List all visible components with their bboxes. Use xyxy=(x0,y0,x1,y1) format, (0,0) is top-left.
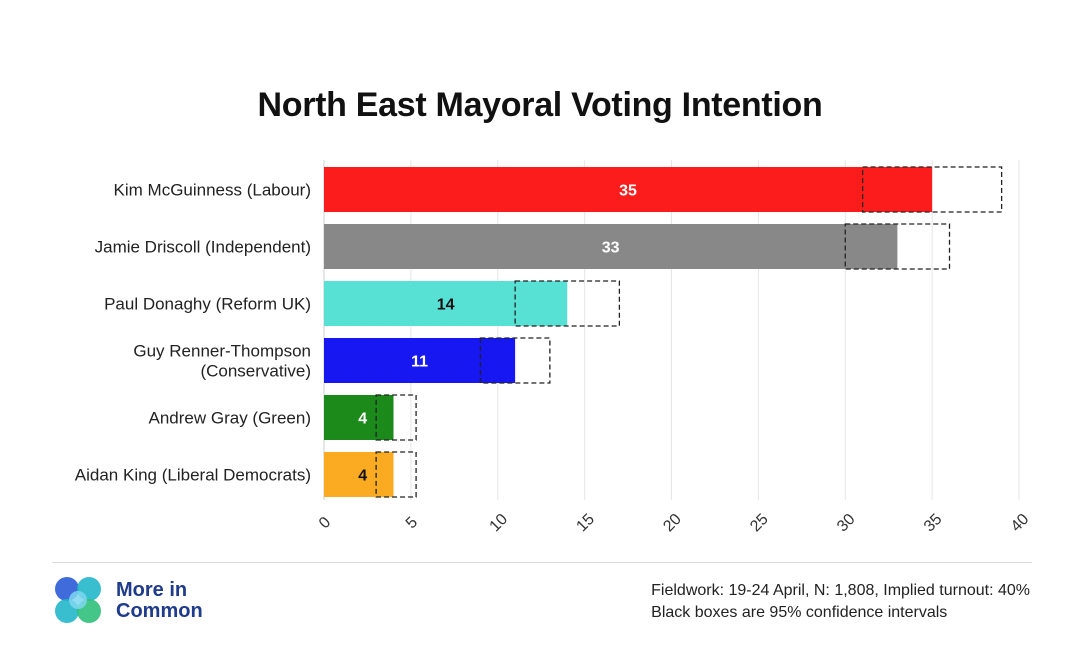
data-label: 33 xyxy=(602,240,620,257)
confidence-interval-box xyxy=(479,337,551,384)
data-label: 14 xyxy=(437,297,455,314)
data-label: 11 xyxy=(411,354,428,371)
logo-wordmark: More in Common xyxy=(116,580,203,622)
x-tick-label: 25 xyxy=(747,511,772,536)
bar xyxy=(324,395,394,440)
more-in-common-logo-icon xyxy=(55,577,101,623)
logo-text-line2: Common xyxy=(116,600,203,622)
x-tick-label: 10 xyxy=(487,511,512,536)
category-label: Andrew Gray (Green) xyxy=(149,409,312,428)
confidence-interval-box xyxy=(514,280,621,327)
category-label: Paul Donaghy (Reform UK) xyxy=(104,295,311,314)
x-tick-label: 30 xyxy=(834,511,859,536)
confidence-interval-box xyxy=(375,451,417,498)
data-label: 4 xyxy=(358,468,367,485)
x-tick-label: 5 xyxy=(403,514,421,532)
bar xyxy=(324,224,898,269)
chart-title: North East Mayoral Voting Intention xyxy=(257,86,823,124)
data-label: 35 xyxy=(619,183,637,200)
bar xyxy=(324,167,933,212)
bar-chart: 0 5 10 15 20 25 30 35 40 35 Kim McGuinness (Labour… xyxy=(75,160,1033,536)
x-tick-label: 15 xyxy=(573,511,598,536)
bar xyxy=(324,281,568,326)
category-label: Aidan King (Liberal Democrats) xyxy=(75,466,311,485)
category-label: Jamie Driscoll (Independent) xyxy=(95,238,311,257)
category-label: Kim McGuinness (Labour) xyxy=(114,181,311,200)
confidence-interval-box xyxy=(375,394,417,441)
category-label: Guy Renner-Thompson xyxy=(133,342,311,361)
data-label: 4 xyxy=(358,411,367,428)
x-tick-label: 40 xyxy=(1008,511,1033,536)
x-tick-label: 35 xyxy=(921,511,946,536)
confidence-interval-box xyxy=(861,166,1003,213)
x-tick-label: 0 xyxy=(316,514,334,532)
fieldwork-note: Fieldwork: 19-24 April, N: 1,808, Implie… xyxy=(651,582,1030,599)
bar xyxy=(324,452,394,497)
confidence-interval-box xyxy=(844,223,951,270)
category-label: (Conservative) xyxy=(200,362,311,381)
x-tick-label: 20 xyxy=(660,511,685,536)
footer-divider xyxy=(52,562,1032,563)
footnotes: Fieldwork: 19-24 April, N: 1,808, Implie… xyxy=(651,580,1030,624)
bar xyxy=(324,338,516,383)
logo-text-line1: More in xyxy=(116,579,188,601)
confidence-note: Black boxes are 95% confidence intervals xyxy=(651,604,948,621)
